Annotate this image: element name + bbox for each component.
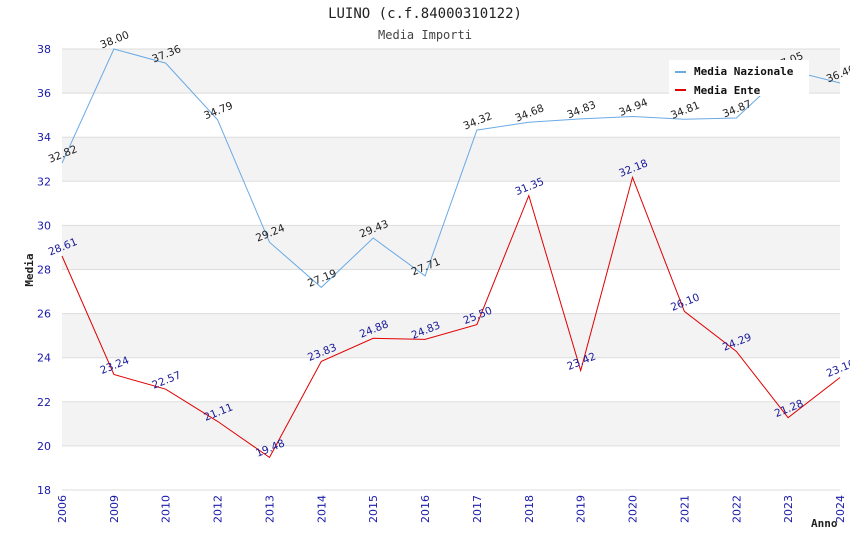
y-tick-label: 38: [37, 43, 51, 56]
x-tick-label: 2024: [834, 495, 847, 523]
legend-label-media-ente: Media Ente: [694, 84, 761, 97]
plot-band: [62, 313, 840, 358]
y-tick-label: 20: [37, 440, 51, 453]
x-tick-label: 2022: [730, 495, 743, 523]
x-tick-label: 2014: [315, 495, 328, 523]
y-tick-label: 30: [37, 219, 51, 232]
x-tick-label: 2021: [678, 495, 691, 523]
gridlines: [62, 48, 840, 491]
y-tick-label: 28: [37, 264, 51, 277]
plot-band: [62, 357, 840, 402]
legend-box: [669, 60, 809, 96]
data-label: 38.00: [99, 29, 131, 51]
plot-band: [62, 137, 840, 182]
chart-title: LUINO (c.f.84000310122): [328, 6, 522, 22]
x-tick-label: 2023: [782, 495, 795, 523]
chart-subtitle: Media Importi: [378, 28, 472, 42]
x-tick-label: 2006: [56, 495, 69, 523]
x-tick-label: 2015: [367, 495, 380, 523]
x-axis-label: Anno: [811, 517, 838, 530]
y-tick-label: 32: [37, 175, 51, 188]
y-tick-label: 24: [37, 352, 51, 365]
x-axis-ticks: 2006 2009 2010 2012 2013 2014 2015 2016 2017 2018…: [56, 495, 847, 523]
series-line-media-nazionale: [61, 48, 841, 289]
series-lines: [61, 48, 841, 459]
plot-band: [62, 269, 840, 314]
y-tick-label: 36: [37, 87, 51, 100]
x-tick-label: 2010: [160, 495, 173, 523]
x-tick-label: 2017: [471, 495, 484, 523]
x-tick-label: 2013: [263, 495, 276, 523]
y-tick-label: 26: [37, 308, 51, 321]
y-axis-label: Media: [23, 253, 36, 286]
x-tick-label: 2019: [575, 495, 588, 523]
x-tick-label: 2020: [627, 495, 640, 523]
plot-band: [62, 93, 840, 138]
y-axis-ticks: 18 20 22 24 26 28 30 32 34 36 38: [37, 43, 51, 497]
x-tick-label: 2018: [523, 495, 536, 523]
plot-bands: [62, 49, 840, 490]
y-tick-label: 22: [37, 396, 51, 409]
y-tick-label: 18: [37, 484, 51, 497]
x-tick-label: 2009: [108, 495, 121, 523]
plot-band: [62, 445, 840, 490]
series-line-media-ente: [61, 175, 841, 459]
legend: Media Nazionale Media Ente: [669, 60, 809, 97]
plot-band: [62, 401, 840, 446]
x-tick-label: 2012: [212, 495, 225, 523]
x-tick-label: 2016: [419, 495, 432, 523]
plot-band: [62, 225, 840, 270]
legend-label-media-nazionale: Media Nazionale: [694, 65, 794, 78]
y-tick-label: 34: [37, 131, 51, 144]
